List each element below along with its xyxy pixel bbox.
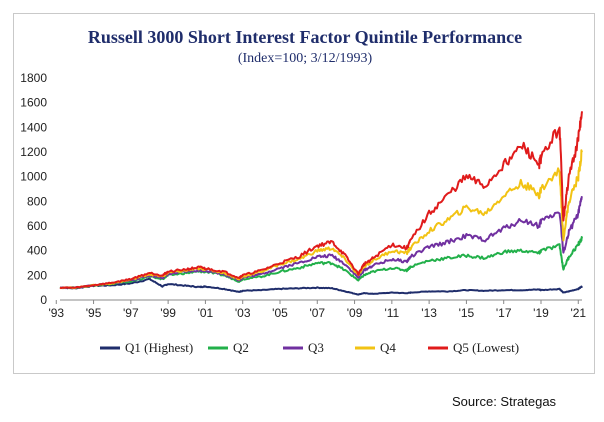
source-note: Source: Strategas: [452, 394, 557, 409]
y-tick-label: 400: [27, 244, 47, 258]
x-tick-label: '15: [459, 306, 475, 320]
y-tick-label: 1200: [20, 145, 47, 159]
legend-label: Q1 (Highest): [125, 340, 193, 355]
series-line-5: [59, 111, 583, 290]
series-line-4: [59, 149, 583, 290]
legend-label: Q2: [233, 340, 249, 355]
series-line-3: [59, 196, 583, 290]
x-tick-label: '13: [421, 306, 437, 320]
x-tick-label: '21: [570, 306, 586, 320]
y-tick-label: 1400: [20, 120, 47, 134]
x-tick-label: '17: [496, 306, 512, 320]
x-tick-label: '97: [123, 306, 139, 320]
legend: Q1 (Highest) Q2 Q3 Q4 Q5 (Lowest): [100, 340, 519, 355]
chart-frame: [13, 13, 595, 374]
series-line-1: [60, 277, 583, 296]
x-tick-label: '01: [198, 306, 214, 320]
y-tick-label: 1800: [20, 71, 47, 85]
x-tick-label: '09: [347, 306, 363, 320]
x-tick-label: '99: [160, 306, 176, 320]
legend-label: Q3: [308, 340, 324, 355]
x-tick-label: '07: [309, 306, 325, 320]
x-axis: '93 '95 '97 '99 '01 '03 '05 '07 '09 '11 '13 '15 '17 '…: [48, 299, 586, 320]
chart-title: Russell 3000 Short Interest Factor Quint…: [88, 27, 522, 47]
legend-label: Q5 (Lowest): [453, 340, 519, 355]
x-tick-label: '95: [86, 306, 102, 320]
y-tick-label: 600: [27, 219, 47, 233]
x-tick-label: '03: [235, 306, 251, 320]
y-axis: 0 200 400 600 800 1000 1200 1400 1600 1800: [20, 71, 47, 307]
x-tick-label: '05: [272, 306, 288, 320]
y-tick-label: 200: [27, 268, 47, 282]
y-tick-label: 800: [27, 194, 47, 208]
y-tick-label: 1600: [20, 96, 47, 110]
series-lines: [59, 111, 583, 296]
chart-subtitle: (Index=100; 3/12/1993): [238, 51, 373, 66]
legend-label: Q4: [380, 340, 396, 355]
x-tick-label: '93: [48, 306, 64, 320]
x-tick-label: '11: [384, 306, 399, 320]
y-tick-label: 1000: [20, 170, 47, 184]
y-tick-label: 0: [40, 293, 47, 307]
x-tick-label: '19: [533, 306, 549, 320]
